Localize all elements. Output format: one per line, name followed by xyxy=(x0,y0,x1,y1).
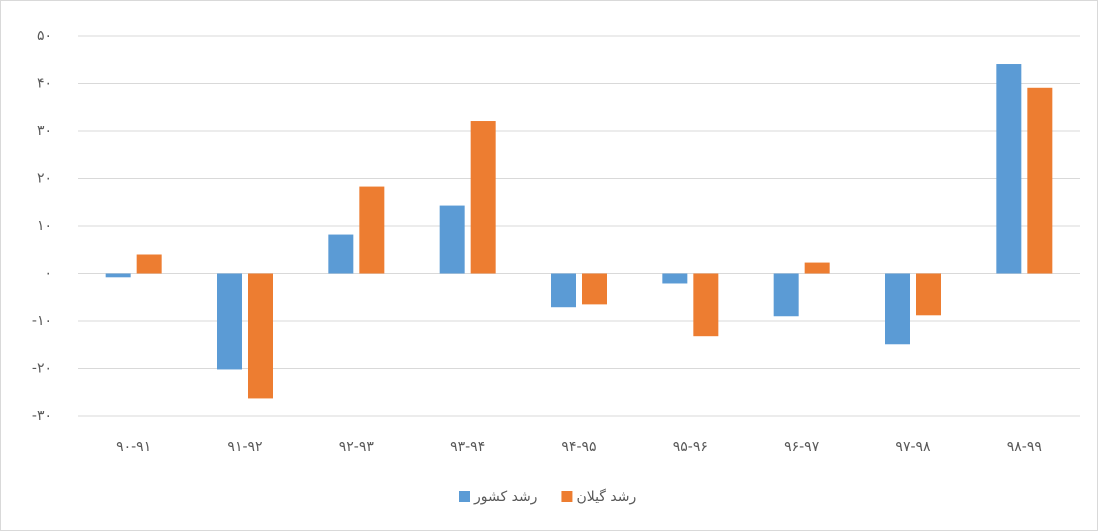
y-tick-label: -۱۰ xyxy=(32,313,52,329)
bar xyxy=(804,262,830,274)
bar xyxy=(470,121,496,274)
x-tick-label: ۹۴-۹۵ xyxy=(561,439,596,455)
y-tick-label: ۴۰ xyxy=(37,76,52,92)
bar xyxy=(1027,87,1053,274)
legend-swatch xyxy=(459,491,470,502)
bar xyxy=(136,254,162,274)
y-tick-label: ۳۰ xyxy=(37,123,52,139)
y-tick-label: -۳۰ xyxy=(32,408,52,424)
y-tick-label: ۱۰ xyxy=(37,218,52,234)
bar xyxy=(248,273,273,399)
x-tick-label: ۹۰-۹۱ xyxy=(116,439,151,455)
bar xyxy=(885,273,910,345)
legend-label: رشد گیلان xyxy=(576,488,636,505)
x-tick-label: ۹۵-۹۶ xyxy=(673,439,708,455)
bar xyxy=(359,186,385,274)
bar xyxy=(773,273,799,317)
bar xyxy=(217,273,242,370)
x-tick-label: ۹۸-۹۹ xyxy=(1007,439,1042,455)
bar xyxy=(328,234,354,274)
bar xyxy=(693,273,719,337)
bar xyxy=(551,273,576,308)
bar xyxy=(582,273,607,305)
x-tick-label: ۹۲-۹۳ xyxy=(339,439,375,455)
bar xyxy=(105,273,131,278)
x-tick-label: ۹۳-۹۴ xyxy=(450,439,485,455)
x-tick-label: ۹۷-۹۸ xyxy=(895,439,931,455)
x-tick-label: ۹۱-۹۲ xyxy=(227,439,262,455)
bar xyxy=(916,273,941,316)
legend-swatch xyxy=(561,491,573,502)
y-tick-label: -۲۰ xyxy=(32,361,52,377)
legend-label: رشد کشور xyxy=(473,489,537,505)
bar xyxy=(439,205,465,274)
bar xyxy=(996,64,1022,274)
y-tick-label: ۰ xyxy=(44,266,52,282)
x-tick-label: ۹۶-۹۷ xyxy=(784,439,820,455)
bar xyxy=(662,273,688,284)
y-tick-label: ۵۰ xyxy=(37,28,52,44)
y-tick-label: ۲۰ xyxy=(37,171,52,187)
